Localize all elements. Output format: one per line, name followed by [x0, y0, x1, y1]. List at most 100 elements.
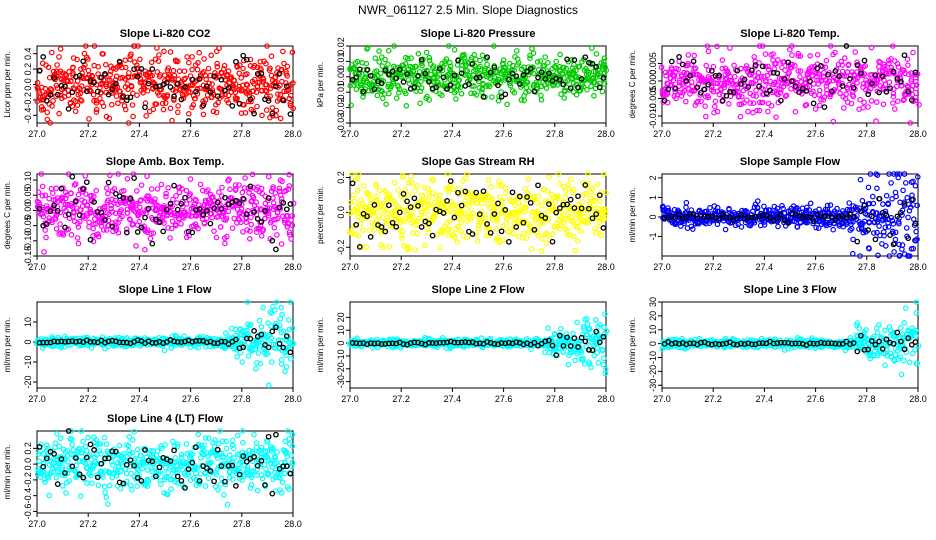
- data-point: [400, 174, 406, 180]
- data-point: [903, 225, 910, 231]
- data-point: [395, 187, 402, 193]
- data-point: [72, 181, 79, 187]
- reference-point: [382, 67, 389, 74]
- reference-point: [83, 88, 90, 95]
- data-point: [223, 215, 230, 222]
- data-point: [515, 60, 522, 66]
- data-point: [103, 61, 109, 68]
- data-point: [779, 64, 785, 71]
- data-point: [596, 198, 603, 205]
- data-point: [658, 64, 665, 71]
- data-point: [840, 105, 847, 111]
- data-point: [853, 206, 860, 212]
- reference-point: [462, 188, 469, 195]
- data-point: [890, 221, 897, 227]
- data-point: [823, 87, 830, 93]
- reference-point: [542, 215, 549, 221]
- data-point: [529, 45, 535, 52]
- reference-point: [600, 75, 607, 81]
- reference-point: [535, 182, 541, 189]
- data-point: [591, 202, 597, 209]
- data-point: [178, 221, 184, 227]
- data-point: [395, 89, 402, 96]
- data-point: [758, 74, 765, 80]
- reference-point: [233, 58, 239, 65]
- data-point: [874, 229, 880, 236]
- x-tick-label-27-8: 27.8: [546, 394, 564, 404]
- data-point: [599, 88, 606, 95]
- reference-point: [466, 228, 472, 235]
- y-tick-label-0: 0: [336, 341, 346, 346]
- data-point: [399, 235, 405, 241]
- data-point: [912, 97, 918, 104]
- reference-point: [593, 63, 600, 70]
- data-point: [189, 82, 195, 89]
- data-point: [263, 88, 270, 95]
- reference-point: [163, 79, 170, 86]
- data-point: [762, 51, 769, 57]
- reference-point: [708, 68, 715, 74]
- data-point: [507, 83, 514, 89]
- data-point: [289, 325, 296, 331]
- y-tick-label-0-2: 0.2: [336, 171, 346, 184]
- data-point: [44, 116, 51, 123]
- reference-point: [879, 209, 886, 216]
- data-point: [460, 178, 466, 184]
- data-point: [848, 100, 855, 107]
- data-point: [353, 86, 360, 93]
- data-point: [351, 198, 358, 205]
- data-point: [880, 229, 887, 235]
- data-point: [789, 52, 795, 59]
- data-point: [874, 172, 881, 178]
- data-point: [355, 171, 362, 177]
- data-point: [124, 210, 130, 216]
- data-point: [485, 82, 492, 88]
- data-point: [445, 232, 452, 239]
- data-point: [821, 69, 827, 76]
- reference-point: [269, 237, 276, 244]
- data-point: [158, 181, 165, 188]
- data-point: [173, 222, 179, 229]
- data-point: [464, 171, 470, 177]
- data-point: [885, 200, 891, 207]
- reference-point: [850, 213, 857, 220]
- data-point: [355, 187, 361, 194]
- data-point: [867, 171, 874, 177]
- data-point: [282, 80, 289, 86]
- data-point: [503, 220, 510, 227]
- data-point: [379, 95, 386, 102]
- data-point: [789, 43, 795, 49]
- data-point: [161, 347, 168, 354]
- data-point: [768, 103, 775, 109]
- data-point: [418, 78, 424, 85]
- data-point: [290, 200, 297, 207]
- data-point: [70, 65, 76, 71]
- data-point: [588, 83, 594, 90]
- plot-frame: [349, 45, 607, 124]
- reference-point: [240, 195, 247, 202]
- data-point: [890, 93, 897, 100]
- data-point: [750, 92, 757, 99]
- data-point: [260, 304, 266, 311]
- data-point: [181, 68, 188, 75]
- x-tick-label-27-0: 27.0: [28, 129, 46, 139]
- data-point: [393, 95, 400, 102]
- data-point: [203, 76, 209, 83]
- data-point: [245, 353, 252, 359]
- reference-point: [879, 73, 886, 80]
- data-point: [457, 84, 464, 91]
- data-point: [543, 85, 550, 92]
- data-point: [849, 250, 856, 257]
- data-point: [249, 193, 256, 199]
- data-point: [98, 89, 104, 96]
- data-point: [525, 88, 532, 94]
- reference-point: [91, 79, 97, 86]
- data-point: [868, 98, 875, 104]
- y-axis-label: ml/min per min.: [316, 318, 325, 373]
- reference-point: [444, 86, 450, 92]
- reference-point: [109, 86, 116, 93]
- data-point: [122, 106, 129, 113]
- reference-point: [222, 87, 228, 94]
- panel-title: Slope Gas Stream RH: [421, 156, 534, 168]
- data-point: [205, 187, 211, 193]
